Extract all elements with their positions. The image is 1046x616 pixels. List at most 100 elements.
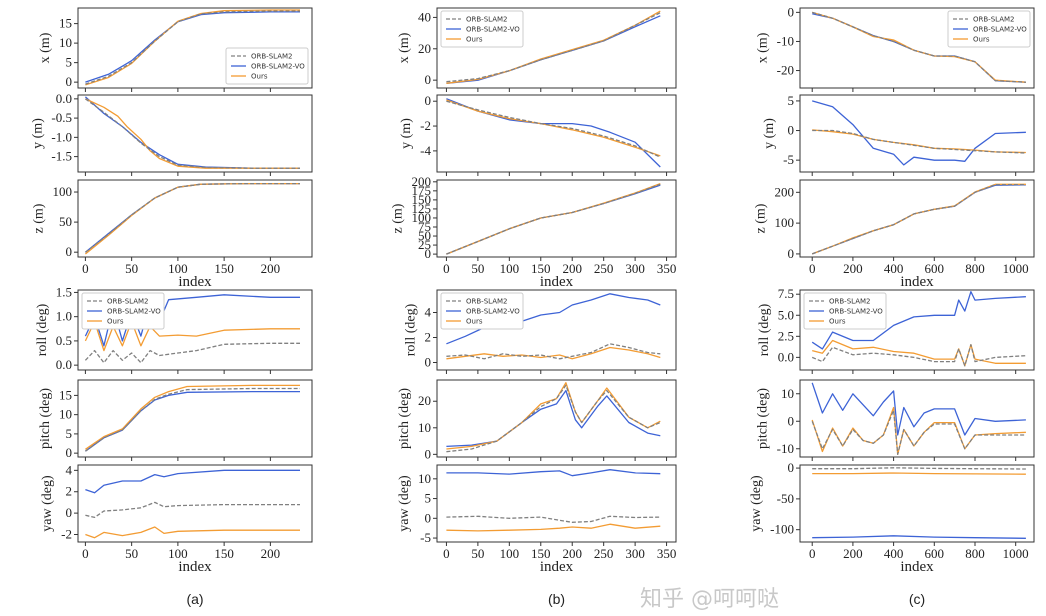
plot-frame <box>799 94 1035 173</box>
series-line-orb-slam2-vo <box>84 182 300 253</box>
legend-label: ORB-SLAM2-VO <box>251 63 305 71</box>
subplot-c-pitch: -10 0 10 pitch (deg) <box>756 379 1035 461</box>
y-tick-label: -2 <box>61 527 72 542</box>
y-tick-label: 0 <box>425 355 432 370</box>
y-tick-label: 0 <box>788 246 795 261</box>
plot-frame <box>799 7 1035 89</box>
y-tick-label: 100 <box>775 215 795 230</box>
x-tick-label: 50 <box>471 261 484 276</box>
x-tick-label: 0 <box>809 261 816 276</box>
y-axis-label: x (m) <box>756 32 771 63</box>
plot-frame <box>77 7 313 89</box>
y-tick-label: 25 <box>418 237 431 252</box>
x-tick-label: 400 <box>884 546 904 561</box>
y-tick-label: -5 <box>420 530 431 545</box>
y-axis-label: pitch (deg) <box>756 388 771 449</box>
y-axis-label: roll (deg) <box>35 303 50 356</box>
y-tick-label: 0 <box>66 74 73 89</box>
legend-box <box>947 10 1031 48</box>
series-line-ours <box>811 406 1026 455</box>
y-tick-label: 0 <box>788 460 795 475</box>
y-tick-label: -100 <box>770 522 794 537</box>
y-tick-label: -0.5 <box>51 110 72 125</box>
x-tick-label: 100 <box>500 546 520 561</box>
plot-frame <box>436 94 677 173</box>
series-line-orb-slam2 <box>84 182 300 253</box>
y-tick-label: 0.0 <box>56 357 72 372</box>
x-tick-label: 200 <box>562 261 582 276</box>
y-tick-label: 0.5 <box>56 333 72 348</box>
series-line-orb-slam2-vo <box>85 469 300 494</box>
series-line-orb-slam2 <box>446 384 661 453</box>
series-line-orb-slam2 <box>85 98 300 169</box>
y-axis-label: y (m) <box>399 118 414 149</box>
y-tick-label: 50 <box>59 214 72 229</box>
y-tick-label: 2 <box>425 330 432 345</box>
y-tick-label: -50 <box>777 491 794 506</box>
x-tick-label: 800 <box>965 546 985 561</box>
x-tick-label: 200 <box>843 546 863 561</box>
subplot-c-yaw: 0 -50 -100 0 200 400 600 800 1000 index yaw (deg) <box>749 460 1035 575</box>
y-tick-label: 125 <box>412 201 432 216</box>
legend-label: Ours <box>466 318 483 326</box>
y-axis-label: roll (deg) <box>404 303 419 356</box>
series-line-ours <box>85 9 300 86</box>
x-tick-label: 200 <box>261 546 281 561</box>
y-axis-label: pitch (deg) <box>397 388 412 449</box>
legend-label: Ours <box>107 318 124 326</box>
y-tick-label: 10 <box>418 420 431 435</box>
y-tick-label: 0 <box>425 246 432 261</box>
legend-label: ORB-SLAM2-VO <box>107 308 161 316</box>
x-tick-label: 150 <box>214 261 234 276</box>
legend-label: Ours <box>466 36 483 44</box>
y-tick-label: 0.0 <box>778 349 794 364</box>
y-tick-label: 0 <box>425 510 432 525</box>
y-axis-label: pitch (deg) <box>38 388 53 449</box>
y-tick-label: 5 <box>66 55 73 70</box>
y-tick-label: 0 <box>788 413 795 428</box>
y-axis-label: yaw (deg) <box>749 475 764 532</box>
legend-box <box>440 292 524 330</box>
y-tick-label: 5 <box>66 426 73 441</box>
series-line-orb-slam2 <box>812 467 1026 470</box>
series-line-orb-slam2-vo <box>85 390 300 452</box>
series-line-ours <box>812 339 1026 367</box>
subplot-a-x: 0 5 10 15 x (m) ORB-SLAM2 ORB-SLAM2-VO Ours <box>38 7 313 92</box>
x-tick-label: 250 <box>594 261 614 276</box>
x-tick-label: 200 <box>562 546 582 561</box>
series-line-orb-slam2-vo <box>812 100 1026 166</box>
subplot-a-y: 0.0 -0.5 -1.0 -1.5 y (m) <box>30 91 313 176</box>
series-line-orb-slam2 <box>811 409 1026 455</box>
series-line-ours <box>84 320 300 352</box>
subplot-b-roll: 0 2 4 roll (deg) ORB-SLAM2 ORB-SLAM2-VO Ours <box>404 289 677 374</box>
subplot-b-x: 0 20 40 x (m) ORB-SLAM2 ORB-SLAM2-VO Ours <box>397 7 677 92</box>
x-tick-label: 150 <box>214 546 234 561</box>
y-tick-label: 1.5 <box>56 284 72 299</box>
x-tick-label: 50 <box>125 546 138 561</box>
y-tick-label: -5 <box>783 152 794 167</box>
x-tick-label: 350 <box>657 546 677 561</box>
y-tick-label: 0 <box>425 446 432 461</box>
x-tick-label: 1000 <box>1003 546 1029 561</box>
legend: ORB-SLAM2 ORB-SLAM2-VO Ours <box>81 292 165 330</box>
series-line-orb-slam2-vo <box>446 98 661 168</box>
y-tick-label: 4 <box>66 462 73 477</box>
y-axis-label: x (m) <box>397 32 412 63</box>
series-line-orb-slam2 <box>446 343 661 360</box>
series-line-orb-slam2 <box>812 11 1026 83</box>
series-line-ours <box>85 98 300 169</box>
plot-frame <box>799 289 1035 371</box>
x-tick-label: 100 <box>168 261 188 276</box>
y-tick-label: 10 <box>59 407 72 422</box>
x-axis-label: index <box>540 274 574 290</box>
x-tick-label: 150 <box>531 546 551 561</box>
y-tick-label: 7.5 <box>778 286 794 301</box>
caption-a: (a) <box>186 591 203 607</box>
y-axis-label: roll (deg) <box>757 303 772 356</box>
plot-frame <box>799 179 1035 258</box>
y-tick-label: 4 <box>425 305 432 320</box>
plot-frame <box>77 464 313 543</box>
series-line-ours <box>811 183 1026 255</box>
